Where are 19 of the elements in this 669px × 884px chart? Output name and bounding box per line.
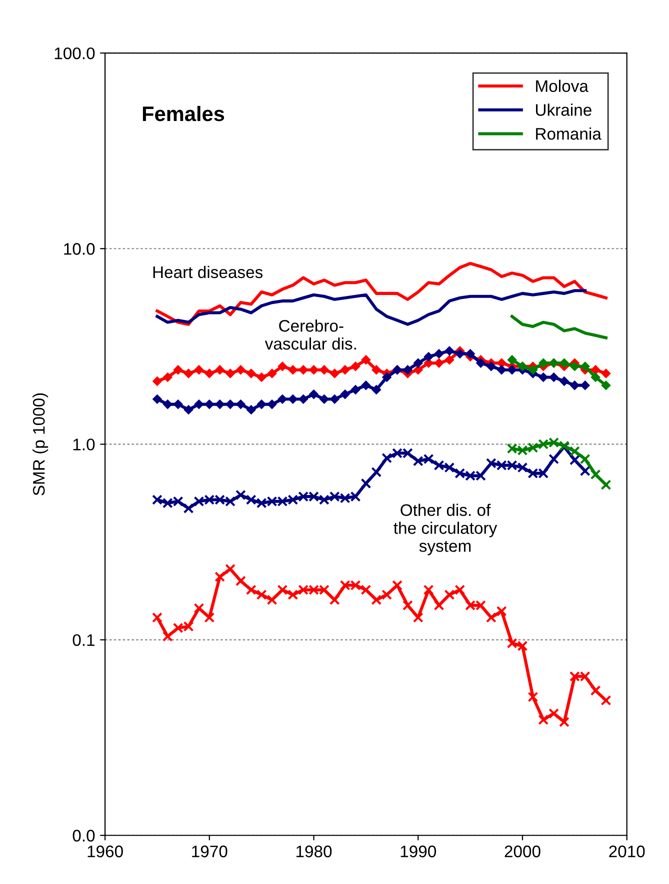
x-tick-label: 1970	[192, 846, 228, 858]
y-tick-label: 100.0	[54, 47, 95, 60]
legend-label: Ukraine	[536, 104, 592, 116]
legend-label: Molova	[536, 80, 588, 92]
x-tick-label: 1990	[400, 846, 436, 858]
legend-label: Romania	[536, 128, 602, 140]
y-tick-label: 0.1	[72, 634, 94, 646]
y-axis-title: SMR (p 1000)	[32, 393, 48, 496]
annotation: Cerebro- vascular dis.	[264, 320, 356, 350]
x-tick-label: 1980	[296, 846, 332, 858]
x-tick-label: 1960	[88, 846, 123, 858]
x-tick-label: 2010	[609, 846, 645, 858]
annotation: Heart diseases	[153, 266, 263, 278]
y-tick-label: 10.0	[64, 243, 95, 255]
annotation: Other dis. of the circulatory system	[394, 504, 498, 556]
y-tick-label: 1.0	[73, 438, 95, 450]
x-tick-label: 2000	[504, 846, 540, 858]
y-tick-label: 0.0	[72, 830, 95, 842]
annotation: Females	[142, 106, 224, 122]
